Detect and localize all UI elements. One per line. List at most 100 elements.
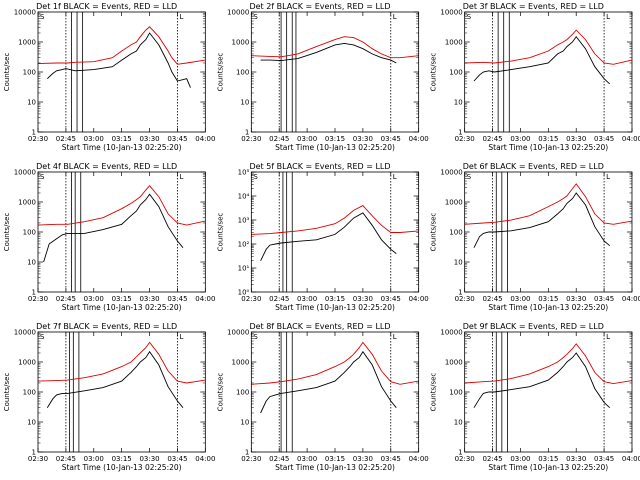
x-axis-label: Start Time (10-Jan-13 02:25:20)	[62, 143, 182, 152]
y-tick-label: 1000	[445, 199, 463, 207]
y-tick-label: 1000	[232, 39, 250, 47]
chart-title: Det 2f BLACK = Events, RED = LLD	[249, 2, 390, 11]
x-axis-label: Start Time (10-Jan-13 02:25:20)	[488, 463, 608, 472]
x-tick-label: 03:15	[538, 455, 558, 463]
chart-title: Det 5f BLACK = Events, RED = LLD	[249, 162, 390, 171]
chart-panel-1: Det 1f BLACK = Events, RED = LLD S L 1 10 100…	[3, 2, 215, 152]
y-tick-label: 10000	[440, 9, 462, 17]
x-axis-label: Start Time (10-Jan-13 02:25:20)	[275, 143, 395, 152]
x-tick-label: 02:30	[455, 135, 475, 143]
y-tick-label: 1000	[445, 39, 463, 47]
y-tick-label: 100	[449, 389, 462, 397]
x-tick-label: 04:00	[622, 295, 640, 303]
x-axis-label: Start Time (10-Jan-13 02:25:20)	[488, 303, 608, 312]
x-tick-label: 02:45	[269, 295, 289, 303]
y-tick-label: 1	[32, 289, 36, 297]
y-tick-label: 100	[236, 69, 249, 77]
y-tick-label: 10000	[14, 169, 36, 177]
top-mark-right: L	[393, 333, 397, 341]
chart-panel-8: Det 8f BLACK = Events, RED = LLD S L 1 10 100…	[216, 322, 428, 472]
x-tick-label: 03:00	[84, 295, 104, 303]
y-tick-label: 10000	[227, 329, 249, 337]
y-tick-label: 10	[240, 99, 249, 107]
lld-series-line	[37, 26, 206, 65]
x-tick-label: 03:30	[353, 295, 373, 303]
y-tick-label: 1	[458, 449, 462, 457]
y-axis-label: Counts/sec	[216, 53, 224, 92]
x-tick-label: 04:00	[409, 295, 429, 303]
y-tick-label: 10	[240, 419, 249, 427]
x-axis-label: Start Time (10-Jan-13 02:25:20)	[62, 303, 182, 312]
events-series-line	[46, 32, 191, 88]
top-mark-left: S	[467, 173, 472, 181]
y-tick-label: 10³	[238, 217, 250, 225]
top-mark-left: S	[253, 333, 258, 341]
x-tick-label: 03:30	[566, 295, 586, 303]
y-tick-label: 1000	[232, 359, 250, 367]
x-tick-label: 03:30	[139, 295, 159, 303]
plot-frame	[37, 11, 206, 133]
x-tick-label: 02:30	[28, 295, 48, 303]
y-tick-label: 1000	[445, 359, 463, 367]
y-axis-label: Counts/sec	[3, 373, 11, 412]
top-mark-left: S	[40, 173, 45, 181]
x-tick-label: 03:30	[566, 135, 586, 143]
lld-series-line	[464, 343, 633, 385]
x-tick-label: 04:00	[195, 455, 215, 463]
x-tick-label: 04:00	[195, 135, 215, 143]
plot-frame	[37, 331, 206, 453]
plot-frame	[250, 11, 420, 133]
x-tick-label: 03:00	[510, 135, 530, 143]
y-tick-label: 1000	[18, 359, 36, 367]
y-tick-label: 10	[454, 419, 463, 427]
x-tick-label: 02:45	[56, 455, 76, 463]
x-tick-label: 02:30	[241, 135, 261, 143]
lld-series-line	[464, 183, 633, 225]
chart-title: Det 3f BLACK = Events, RED = LLD	[463, 2, 604, 11]
plot-frame	[464, 11, 633, 133]
y-tick-label: 100	[449, 229, 462, 237]
y-axis-label: Counts/sec	[430, 53, 438, 92]
lld-series-line	[464, 29, 633, 65]
x-tick-label: 02:45	[269, 455, 289, 463]
x-tick-label: 04:00	[622, 135, 640, 143]
y-tick-label: 1	[458, 129, 462, 137]
x-tick-label: 03:45	[381, 135, 401, 143]
x-tick-label: 04:00	[409, 135, 429, 143]
chart-title: Det 8f BLACK = Events, RED = LLD	[249, 322, 390, 331]
y-tick-label: 1	[245, 129, 249, 137]
top-mark-left: S	[40, 13, 45, 21]
chart-title: Det 6f BLACK = Events, RED = LLD	[463, 162, 604, 171]
y-tick-label: 100	[236, 389, 249, 397]
chart-panel-3: Det 3f BLACK = Events, RED = LLD S L 1 10 100…	[430, 2, 640, 152]
x-tick-label: 02:45	[482, 135, 502, 143]
x-tick-label: 02:45	[56, 135, 76, 143]
x-tick-label: 02:45	[56, 295, 76, 303]
top-mark-right: L	[179, 333, 183, 341]
y-tick-label: 100	[23, 229, 36, 237]
y-axis-label: Counts/sec	[430, 213, 438, 252]
y-tick-label: 10	[454, 99, 463, 107]
events-series-line	[260, 42, 397, 64]
y-tick-label: 1000	[18, 39, 36, 47]
y-tick-label: 1	[32, 449, 36, 457]
chart-panel-5: Det 5f BLACK = Events, RED = LLD S L 10⁰ 10¹…	[216, 162, 428, 312]
y-tick-label: 1	[32, 129, 36, 137]
events-series-line	[46, 350, 184, 408]
plot-frame	[250, 331, 420, 453]
y-tick-label: 10⁰	[238, 289, 250, 297]
y-tick-label: 100	[23, 69, 36, 77]
x-tick-label: 03:00	[297, 135, 317, 143]
chart-title: Det 9f BLACK = Events, RED = LLD	[463, 322, 604, 331]
x-tick-label: 04:00	[409, 455, 429, 463]
top-mark-left: S	[253, 173, 258, 181]
x-tick-label: 03:45	[167, 295, 187, 303]
x-tick-label: 03:45	[594, 455, 614, 463]
x-tick-label: 03:30	[139, 135, 159, 143]
x-tick-label: 04:00	[195, 295, 215, 303]
y-tick-label: 10000	[227, 9, 249, 17]
x-tick-label: 03:00	[297, 455, 317, 463]
chart-title: Det 1f BLACK = Events, RED = LLD	[36, 2, 177, 11]
top-mark-right: L	[606, 173, 610, 181]
